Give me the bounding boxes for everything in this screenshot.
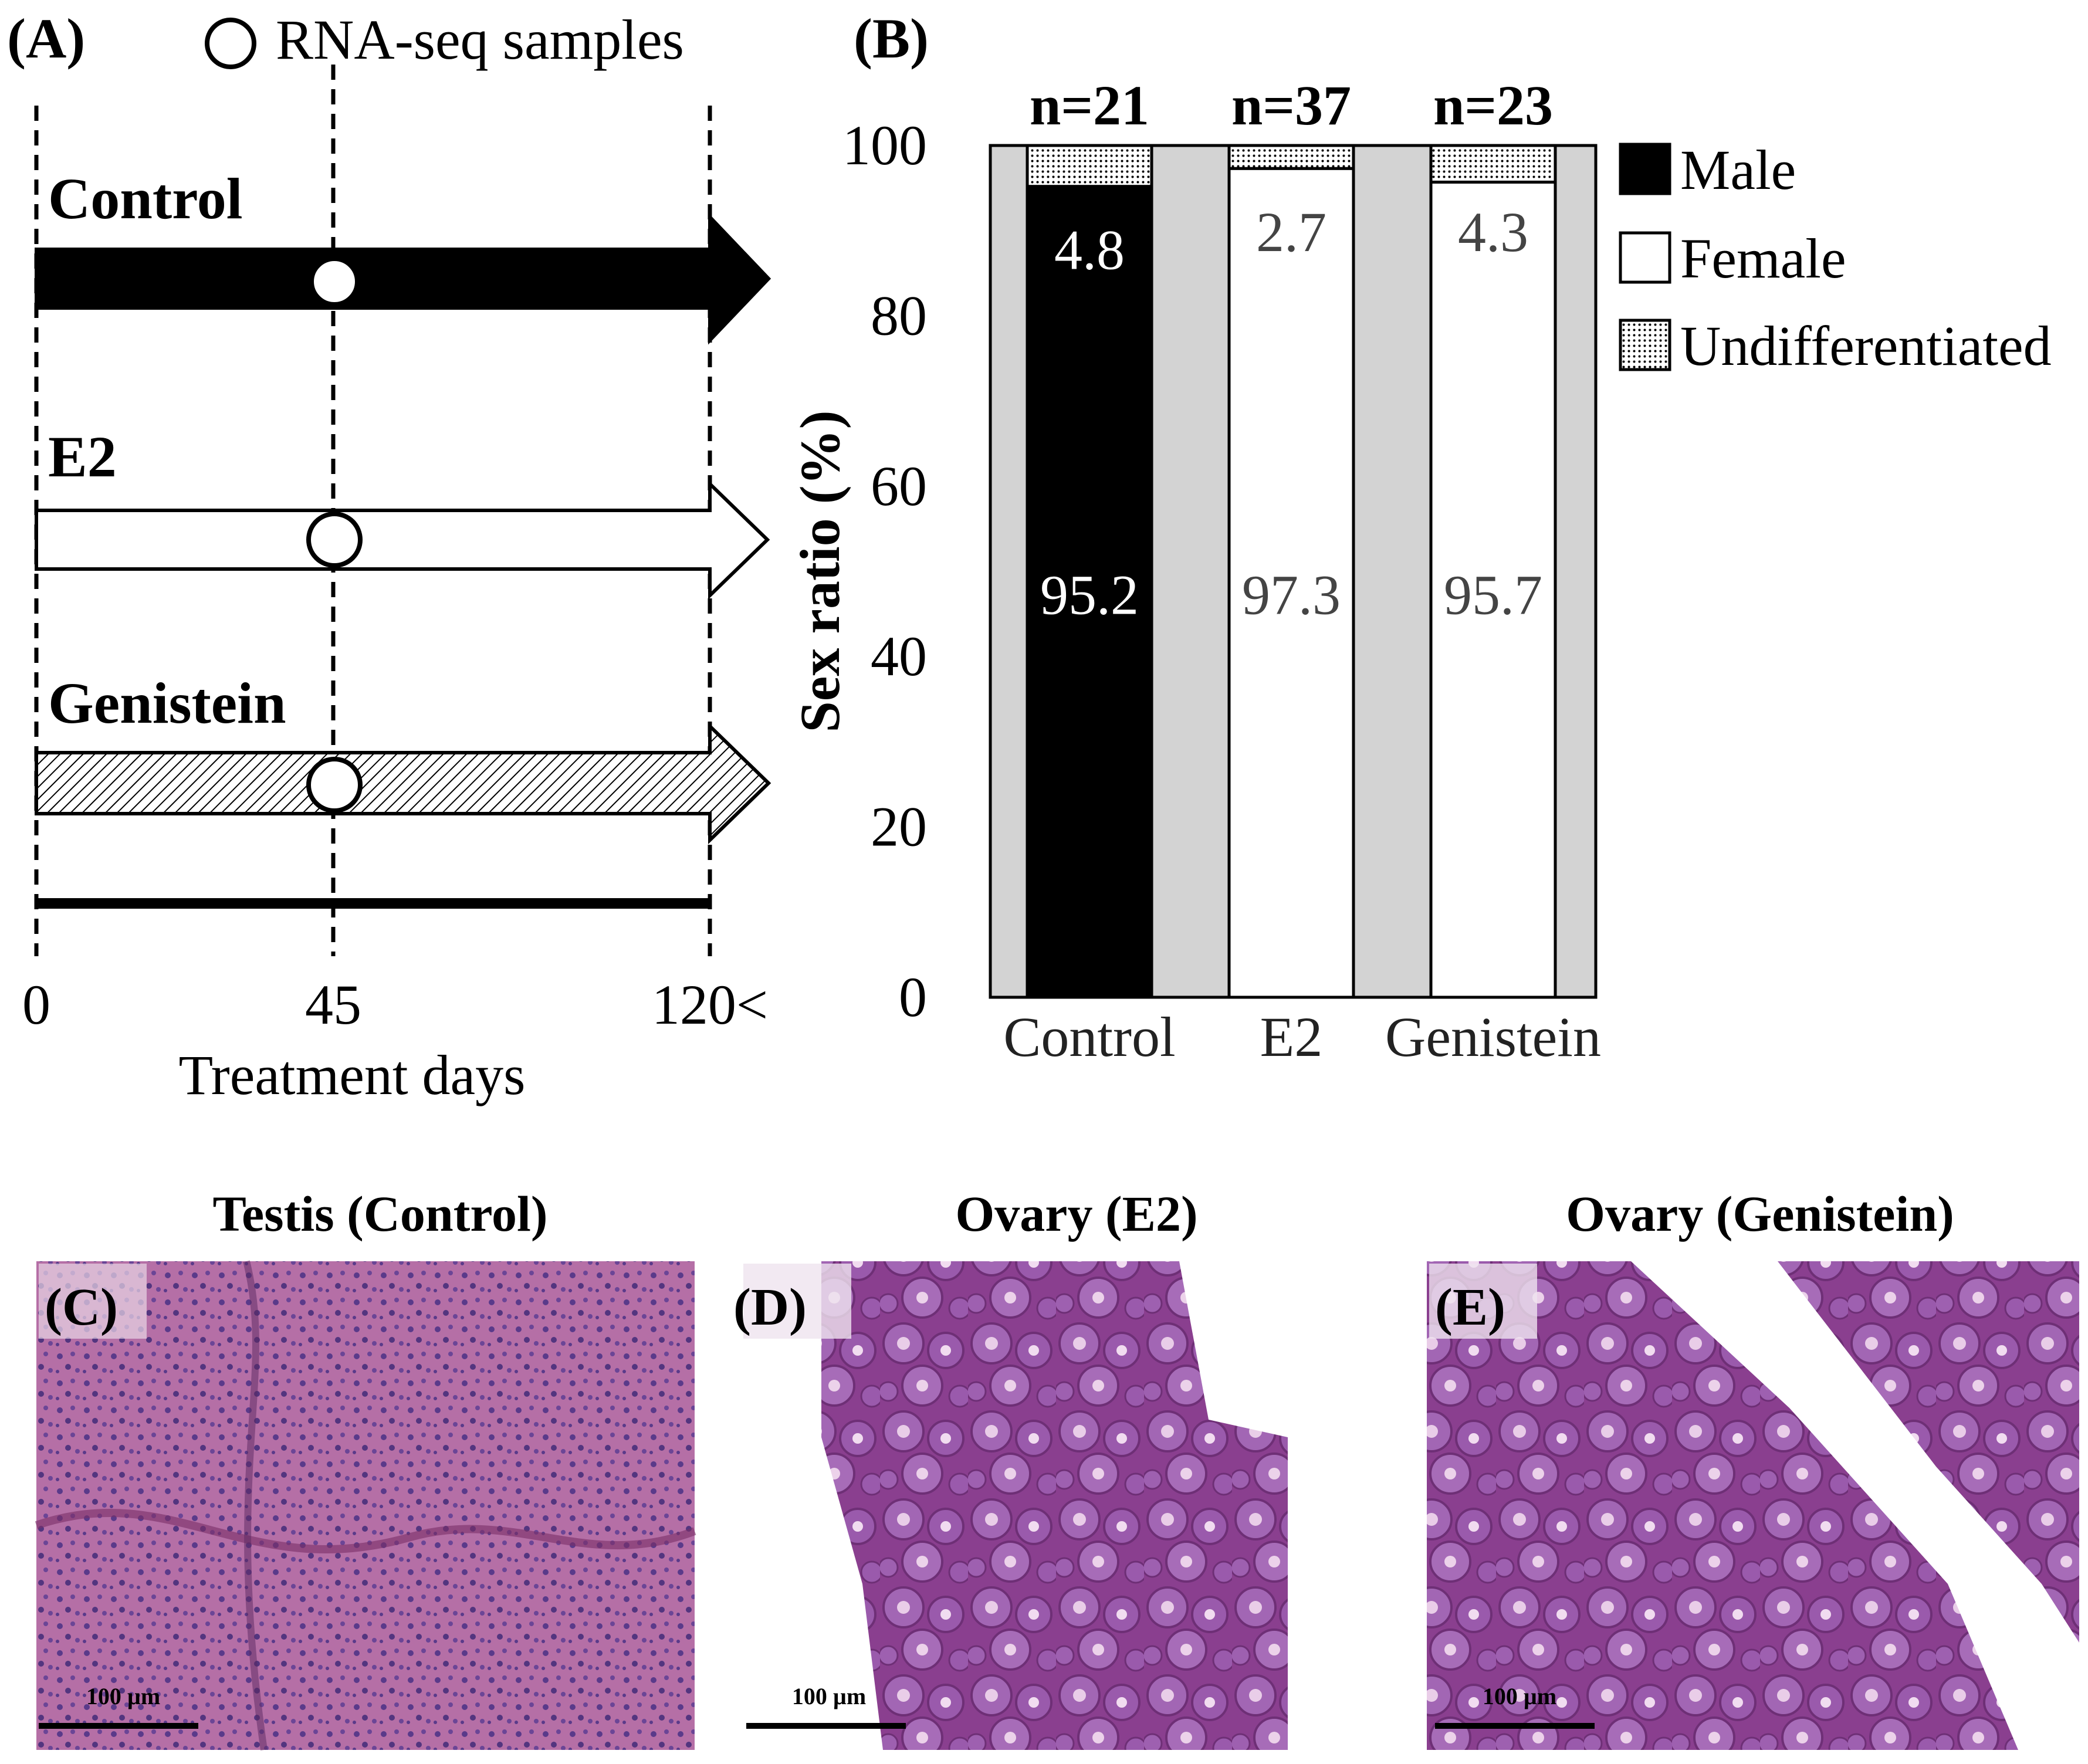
category-label-control: Control [1003, 1005, 1175, 1068]
tick-45: 45 [305, 973, 361, 1036]
panel-a: (A) RNA-seq samples Control E2 Genistein… [7, 7, 771, 1106]
y-axis-label: Sex ratio (%) [789, 410, 851, 732]
group-label-e2: E2 [48, 424, 117, 489]
rna-seq-legend-text: RNA-seq samples [276, 8, 684, 71]
micrograph-d: Ovary (E2) (D) 100 µm [733, 1186, 1288, 1750]
e2-sample-marker [306, 512, 363, 568]
legend-swatch-undifferentiated [1619, 319, 1671, 371]
legend-label-female: Female [1680, 227, 1846, 290]
control-arrow [35, 212, 771, 345]
micrograph-d-title: Ovary (E2) [955, 1186, 1197, 1242]
y-ticks: 0 20 40 60 80 100 [842, 114, 927, 1028]
undiff-value-label-genistein: 4.3 [1458, 201, 1528, 263]
y-tick-60: 60 [871, 455, 927, 517]
legend-label-undifferentiated: Undifferentiated [1680, 314, 2052, 377]
ovary-e2-tissue [821, 1261, 1288, 1750]
scale-text-e: 100 µm [1483, 1683, 1556, 1709]
bars: 95.2 4.8 97.3 2.7 95.7 4.3 [1026, 144, 1557, 999]
genistein-arrow [35, 722, 771, 845]
n-label-genistein: n=23 [1433, 74, 1553, 137]
bar-e2-undifferentiated [1227, 144, 1355, 170]
label-e-bg [1429, 1264, 1537, 1339]
bar-genistein-undifferentiated [1429, 144, 1557, 184]
y-tick-40: 40 [871, 625, 927, 688]
panel-b: (B) 95.2 4.8 97.3 2.7 95.7 4.3 0 20 40 60 80 100 C… [789, 7, 2052, 1068]
category-label-e2: E2 [1260, 1005, 1323, 1068]
group-label-genistein: Genistein [48, 671, 286, 736]
tick-0: 0 [22, 973, 50, 1036]
x-axis-label: Treatment days [178, 1044, 525, 1106]
n-labels: n=21 n=37 n=23 [1030, 74, 1553, 137]
legend-label-male: Male [1680, 138, 1796, 201]
legend-swatch-male [1619, 143, 1671, 195]
legend-swatch-female [1619, 231, 1671, 284]
x-categories: Control E2 Genistein [1003, 1005, 1601, 1068]
micrograph-d-label: (D) [733, 1278, 807, 1336]
group-label-control: Control [48, 166, 243, 231]
legend: Male Female Undifferentiated [1619, 138, 2052, 377]
value-label-control: 95.2 [1040, 564, 1139, 627]
micrograph-e-label: (E) [1435, 1278, 1505, 1336]
bar-control-male [1026, 185, 1153, 999]
micrograph-e-title: Ovary (Genistein) [1566, 1186, 1954, 1242]
y-tick-80: 80 [871, 284, 927, 347]
scale-text-d: 100 µm [792, 1683, 866, 1709]
micrograph-e: Ovary (Genistein) (E) 100 µm [1427, 1186, 2079, 1750]
y-tick-0: 0 [899, 966, 927, 1028]
bar-genistein-female [1429, 180, 1557, 999]
genistein-sample-marker [306, 757, 363, 813]
n-label-e2: n=37 [1231, 74, 1351, 137]
n-label-control: n=21 [1030, 74, 1149, 137]
bar-control-undifferentiated [1026, 144, 1153, 188]
scale-text-c: 100 µm [86, 1683, 160, 1709]
micrograph-c-label: (C) [45, 1278, 118, 1336]
tick-120: 120< [652, 973, 768, 1036]
testis-septum [243, 1260, 268, 1751]
testis-vessel [35, 1509, 696, 1553]
value-label-e2: 97.3 [1242, 564, 1341, 627]
label-d-bg [743, 1264, 851, 1339]
testis-image [36, 1261, 695, 1750]
panel-b-label: (B) [854, 7, 929, 70]
panel-a-label: (A) [7, 7, 85, 70]
value-label-genistein: 95.7 [1444, 564, 1542, 627]
micrograph-c: Testis (Control) (C) 100 µm [35, 1186, 696, 1751]
e2-arrow [35, 479, 770, 600]
y-tick-100: 100 [842, 114, 927, 177]
y-tick-20: 20 [871, 795, 927, 858]
control-sample-marker [310, 258, 358, 306]
micrograph-c-title: Testis (Control) [213, 1186, 548, 1242]
category-label-genistein: Genistein [1385, 1005, 1601, 1068]
ovary-genistein-gap [1631, 1261, 2079, 1750]
undiff-value-label-e2: 2.7 [1256, 201, 1326, 263]
bar-e2-female [1227, 167, 1355, 999]
undiff-value-label-control: 4.8 [1054, 219, 1125, 282]
rna-seq-legend-marker [205, 18, 256, 69]
label-c-bg [39, 1264, 147, 1339]
